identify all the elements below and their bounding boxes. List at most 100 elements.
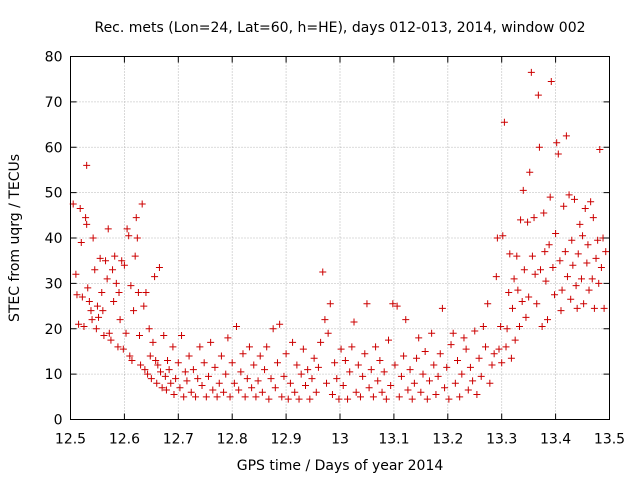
data-point — [365, 384, 373, 392]
data-point — [587, 198, 595, 206]
data-point — [211, 363, 219, 371]
data-point — [319, 268, 327, 276]
data-point — [137, 361, 145, 369]
data-point — [105, 329, 113, 337]
data-point — [367, 366, 375, 374]
data-point — [524, 218, 532, 226]
data-point — [510, 275, 518, 283]
x-tick-label: 12.8 — [217, 432, 248, 448]
data-point — [580, 300, 588, 308]
data-point — [132, 214, 140, 222]
data-point — [196, 343, 204, 351]
data-point — [563, 273, 571, 281]
y-tick-label: 60 — [45, 140, 63, 156]
data-point — [359, 372, 367, 380]
data-point — [149, 338, 157, 346]
data-point — [169, 343, 177, 351]
data-point — [183, 377, 191, 385]
data-point — [495, 345, 503, 353]
data-point — [295, 395, 303, 403]
x-tick-label: 12.9 — [271, 432, 302, 448]
data-point — [540, 209, 548, 217]
data-point — [151, 273, 159, 281]
data-point — [395, 393, 403, 401]
data-point — [248, 384, 256, 392]
data-point — [573, 304, 581, 312]
data-point — [531, 270, 539, 278]
data-point — [502, 343, 510, 351]
data-point — [546, 193, 554, 201]
data-point — [417, 388, 425, 396]
data-point — [441, 384, 449, 392]
data-point — [473, 391, 481, 399]
data-point — [498, 359, 506, 367]
data-point — [492, 273, 500, 281]
data-point — [215, 379, 223, 387]
data-point — [488, 361, 496, 369]
data-point — [451, 379, 459, 387]
data-point — [304, 366, 312, 374]
data-point — [576, 220, 584, 228]
data-point — [118, 257, 126, 265]
data-point — [482, 343, 490, 351]
data-point — [341, 357, 349, 365]
y-tick-label: 30 — [45, 276, 63, 292]
data-point — [361, 350, 369, 358]
data-point — [503, 325, 511, 333]
data-point — [96, 254, 104, 262]
data-point — [176, 384, 184, 392]
data-point — [406, 366, 414, 374]
data-point — [147, 375, 155, 383]
y-tick-label: 70 — [45, 95, 63, 111]
data-point — [565, 191, 573, 199]
data-point — [224, 334, 232, 342]
data-point — [187, 388, 195, 396]
data-point — [554, 150, 562, 158]
data-point — [222, 370, 230, 378]
data-point — [579, 232, 587, 240]
data-point — [469, 377, 477, 385]
data-point — [92, 325, 100, 333]
data-point — [170, 391, 178, 399]
data-point — [602, 248, 610, 256]
data-point — [192, 393, 200, 401]
data-point — [594, 236, 602, 244]
data-point — [317, 338, 325, 346]
data-point — [310, 354, 318, 362]
data-point — [552, 229, 560, 237]
data-point — [239, 350, 247, 358]
data-point — [577, 275, 585, 283]
data-point — [553, 139, 561, 147]
data-point — [515, 322, 523, 330]
data-point — [597, 263, 605, 271]
data-point — [588, 275, 596, 283]
data-point — [178, 332, 186, 340]
data-point — [408, 395, 416, 403]
data-point — [153, 379, 161, 387]
data-point — [344, 395, 352, 403]
data-point — [189, 366, 197, 374]
data-point — [561, 248, 569, 256]
data-point — [421, 347, 429, 355]
data-point — [458, 370, 466, 378]
data-point — [519, 186, 527, 194]
data-point — [324, 329, 332, 337]
data-point — [82, 214, 90, 222]
x-tick-label: 12.6 — [109, 432, 140, 448]
y-tick-label: 20 — [45, 322, 63, 338]
data-point — [138, 200, 146, 208]
data-point — [267, 375, 275, 383]
data-point — [490, 350, 498, 358]
data-point — [589, 214, 597, 222]
data-point — [126, 352, 134, 360]
data-point — [596, 146, 604, 154]
data-point — [308, 375, 316, 383]
data-point — [165, 366, 173, 374]
data-point — [410, 379, 418, 387]
data-point — [518, 298, 526, 306]
data-point — [445, 395, 453, 403]
data-point — [180, 393, 188, 401]
data-point — [111, 252, 119, 260]
x-tick-label: 13.4 — [540, 432, 571, 448]
